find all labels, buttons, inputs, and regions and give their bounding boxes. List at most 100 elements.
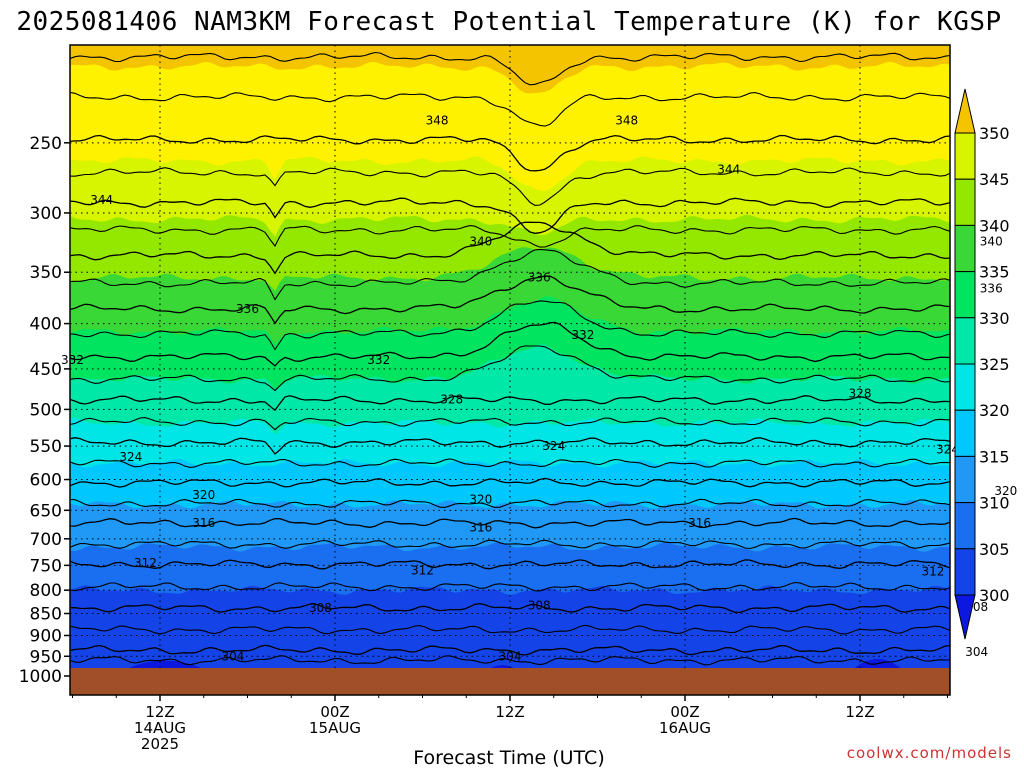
colorbar-box [954,178,976,226]
colorbar-label: 315 [979,447,1010,466]
contour-label-text: 336 [236,302,259,316]
chart-title: 2025081406 NAM3KM Forecast Potential Tem… [16,7,1001,37]
grid-lines [70,45,950,695]
contour-label-text: 316 [469,521,492,535]
contour-label-text: 324 [936,443,959,457]
y-tick-label: 700 [30,530,62,550]
contour-line-minor [70,248,950,301]
contour-label-336: 336 [980,281,1003,295]
colorbar-label: 340 [979,216,1010,235]
y-tick-label: 450 [30,360,62,380]
contour-label-text: 348 [615,114,638,128]
contour-label-308: 308 [528,598,551,612]
contour-line-324 [70,437,950,455]
colorbar-box [954,224,976,273]
x-tick-label: 14AUG [134,719,186,737]
contour-label-text: 316 [688,516,711,530]
colorbar-label: 305 [979,540,1010,559]
contour-label-text: 332 [571,328,594,342]
y-tick-label: 800 [30,581,62,601]
contour-line-320 [70,477,950,488]
contour-label-316: 316 [192,516,215,530]
contour-line-minor [70,167,950,206]
contour-line-316 [70,517,950,529]
colorbar-box [954,455,976,504]
contour-label-332: 332 [367,353,390,367]
contour-line-minor [70,458,950,468]
x-axis-label: Forecast Time (UTC) [413,747,604,768]
contour-line-340 [70,221,950,275]
x-tick-label: 12Z [845,703,874,721]
contour-label-text: 328 [849,387,872,401]
contour-label-316: 316 [688,516,711,530]
y-tick-label: 1000 [19,667,62,687]
contour-label-320: 320 [469,493,492,507]
contour-label-312: 312 [134,556,157,570]
colorbar-label: 345 [979,170,1010,189]
y-tick-label: 900 [30,626,62,646]
colorbar-box [954,502,976,550]
contour-label-text: 332 [367,353,390,367]
colorbar-label: 320 [979,401,1010,420]
contour-label-304: 304 [499,649,522,663]
colorbar-label: 330 [979,309,1010,328]
contour-label-text: 348 [426,114,449,128]
y-tick-label: 350 [30,263,62,283]
contour-line-328 [70,395,950,412]
x-tick-label: 00Z [670,703,699,721]
contour-label-328: 328 [440,392,463,406]
colorbar-box [954,132,976,180]
contour-line-minor [70,624,950,635]
y-tick-label: 300 [30,204,62,224]
contour-label-324: 324 [119,450,142,464]
contour-label-text: 308 [309,601,332,615]
contour-label-312: 312 [411,563,434,577]
colorbar-label: 335 [979,263,1010,282]
contour-label-348: 348 [615,114,638,128]
contour-line-minor [70,655,950,666]
contour-line-308 [70,602,950,614]
contour-label-320: 320 [192,488,215,502]
contour-label-text: 304 [221,649,244,663]
x-tick-label: 15AUG [309,719,361,737]
y-tick-label: 550 [30,437,62,457]
colorbar-label: 350 [979,124,1010,143]
x-tick-label: 12Z [495,703,524,721]
contour-label-text: 332 [61,353,84,367]
contour-label-312: 312 [921,564,944,578]
contour-label-344: 344 [90,193,113,207]
y-axis: 2503003504004505005506006507007508008509… [19,134,70,687]
x-tick-label: 2025 [141,735,179,753]
contour-label-324: 324 [936,443,959,457]
contour-label-text: 340 [469,234,492,248]
contour-label-336: 336 [236,302,259,316]
y-tick-label: 750 [30,556,62,576]
terrain-below-ground [70,668,950,695]
contour-label-316: 316 [469,521,492,535]
x-tick-label: 16AUG [659,719,711,737]
colorbar-box [954,363,976,411]
contour-label-text: 324 [542,439,565,453]
contour-label-336: 336 [528,271,551,285]
colorbar-box [954,317,976,365]
colorbar-box [954,548,976,596]
y-tick-label: 600 [30,471,62,491]
colorbar-label: 310 [979,494,1010,513]
contour-label-320: 320 [994,484,1017,498]
y-tick-label: 400 [30,315,62,335]
colorbar: 350 345 340 335 330 325 320 315 310 305 300 [954,88,1010,640]
contour-line-minor [70,300,950,351]
y-tick-label: 950 [30,647,62,667]
contour-label-text: 328 [440,392,463,406]
contour-label-text: 324 [119,450,142,464]
contour-label-348: 348 [426,114,449,128]
contour-label-text: 320 [469,493,492,507]
contour-label-text: 312 [921,564,944,578]
contour-label-text: 308 [528,598,551,612]
contour-line-minor [70,539,950,550]
contour-label-332: 332 [61,353,84,367]
contour-label-text: 316 [192,516,215,530]
